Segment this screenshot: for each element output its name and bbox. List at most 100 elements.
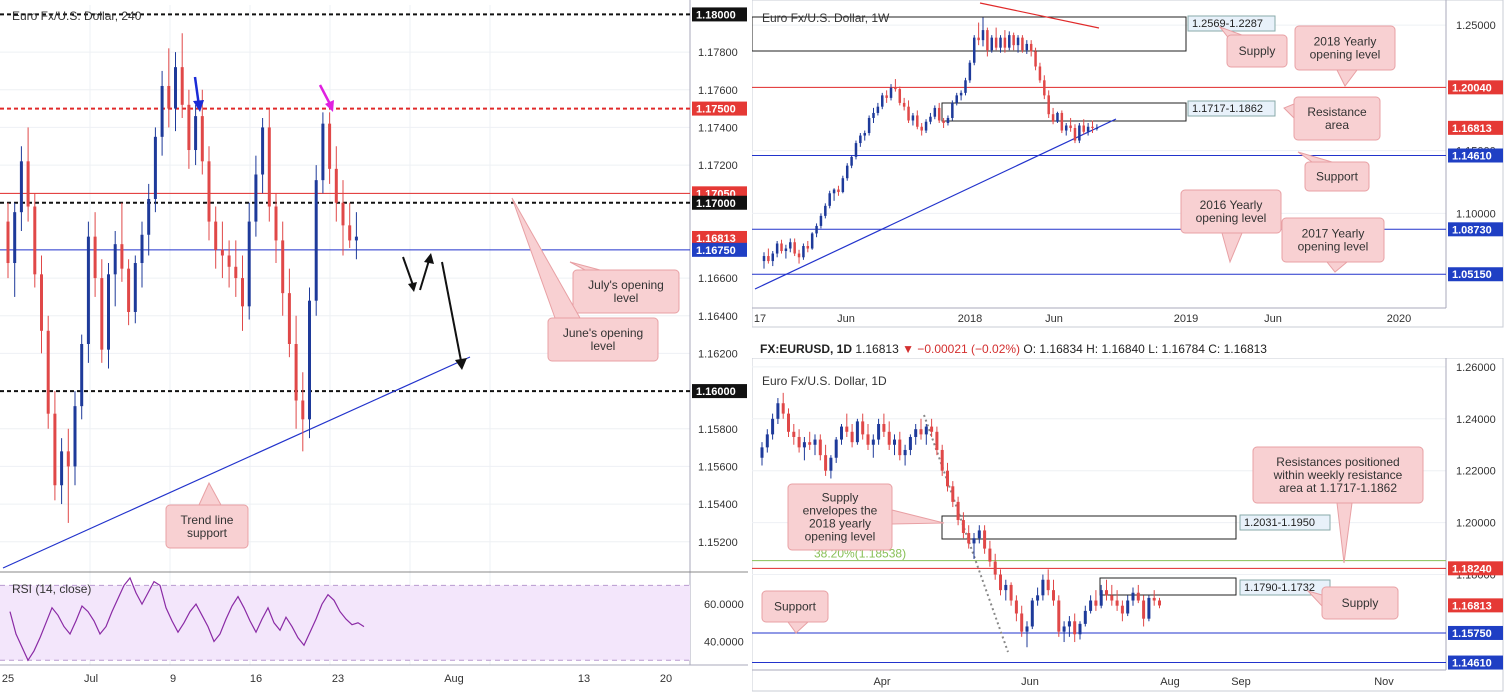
candle-body [1120, 605, 1124, 614]
candle-body [26, 161, 30, 207]
price-tag [1448, 561, 1503, 576]
candle-body [877, 424, 881, 440]
y-tick-label: 1.16200 [698, 348, 738, 360]
candle-body [207, 161, 211, 222]
x-tick-label: Apr [873, 676, 890, 688]
rsi-tick-label: 40.0000 [704, 637, 744, 649]
candle-body [80, 344, 84, 407]
candle-body [887, 431, 891, 445]
candle-body [241, 278, 244, 307]
arrow-head [424, 253, 434, 264]
candle-body [19, 161, 23, 213]
daily-supply-callout-box [1321, 586, 1399, 620]
yearly-2018-callout-text: opening level [1310, 48, 1381, 62]
candle-body [863, 133, 866, 136]
yearly-2018-callout-box [1294, 25, 1396, 71]
price-tag [692, 195, 747, 210]
y-tick-label: 1.15800 [698, 424, 738, 436]
candle-body [914, 429, 918, 437]
resistance-area-callout-text: area [1325, 118, 1349, 132]
y-tick-label: 1.15200 [698, 537, 738, 549]
candle-body [287, 293, 291, 344]
candle-body [354, 236, 358, 241]
candle-body [924, 121, 928, 131]
candle-body [167, 85, 171, 109]
zone-label: 1.1790-1.1732 [1244, 582, 1315, 594]
x-tick-label: Jun [1264, 313, 1282, 325]
july-opening-callout-text: July's opening [588, 278, 664, 292]
daily-supply-zone-lower [1099, 577, 1237, 596]
trend-line [2, 356, 471, 569]
projection-arrow [402, 256, 415, 289]
july-opening-callout-text: level [614, 291, 639, 305]
candle-body [1073, 128, 1077, 141]
candle-body [893, 439, 896, 445]
candle-body [767, 256, 770, 262]
candle-body [220, 249, 224, 256]
candle-body [1082, 125, 1085, 132]
candle-body [898, 89, 902, 103]
candle-body [787, 413, 790, 432]
candle-body [850, 431, 854, 443]
candle-body [1083, 610, 1087, 624]
zone-label-box [1187, 100, 1276, 117]
price-tag-text: 1.16813 [696, 233, 736, 245]
daily-support-callout-box [761, 590, 829, 623]
candle-body [1152, 597, 1156, 601]
price-tag-text: 1.08730 [1452, 224, 1492, 236]
candle-body [828, 193, 831, 206]
candle-body [854, 143, 858, 157]
candle-body [1115, 600, 1119, 606]
x-tick-label: 2018 [958, 313, 982, 325]
zone-label: 1.2569-1.2287 [1192, 18, 1263, 30]
yearly-2016-callout-text: 2016 Yearly [1200, 198, 1263, 212]
candle-body [294, 344, 298, 401]
candle-body [73, 406, 77, 467]
arrow-head [455, 358, 467, 370]
daily-resistances-callout-box [1252, 446, 1424, 504]
candle-body [301, 400, 305, 420]
candle-body [840, 426, 843, 440]
daily-last-price: 1.16813 [855, 342, 899, 356]
yearly-2016-callout-box [1180, 189, 1282, 234]
supply-callout-box [1226, 34, 1288, 68]
candle-body [929, 116, 932, 122]
candle-body [1078, 623, 1082, 635]
candle-body [972, 538, 976, 544]
candle-body [328, 123, 332, 169]
candle-body [1126, 600, 1130, 614]
candle-body [120, 244, 124, 269]
candle-body [1038, 66, 1042, 81]
daily-resistances-callout-text: area at 1.1717-1.1862 [1279, 481, 1397, 495]
candle-body [174, 67, 177, 109]
candle-body [1057, 600, 1061, 632]
price-tag [1448, 148, 1503, 163]
candle-body [1056, 112, 1059, 122]
daily-support-callout-text: Support [774, 600, 817, 614]
price-tag-text: 1.16000 [696, 386, 736, 398]
candle-body [845, 165, 849, 179]
daily-supply-envelope-callout-text: 2018 yearly [809, 517, 871, 531]
x-tick-label: Jun [837, 313, 855, 325]
candle-body [1095, 127, 1099, 129]
y-tick-label: 1.22000 [1456, 466, 1496, 478]
candle-body [850, 156, 853, 166]
candle-body [829, 457, 833, 471]
candle-body [321, 123, 325, 181]
candle-body [33, 206, 37, 275]
daily-supply-envelope-callout-text: envelopes the [803, 504, 878, 518]
rsi-line [9, 576, 365, 662]
candle-body [956, 501, 960, 521]
candle-body [254, 174, 258, 222]
price-tag-text: 1.15750 [1452, 628, 1492, 640]
candle-body [792, 431, 796, 437]
y-tick-label: 1.16600 [698, 273, 738, 285]
candle-body [1014, 600, 1018, 614]
daily-open: O: 1.16834 [1023, 342, 1083, 356]
price-tag-text: 1.18240 [1452, 563, 1492, 575]
candle-body [933, 107, 937, 117]
zone-label: 1.2031-1.1950 [1244, 517, 1315, 529]
candle-body [977, 530, 981, 539]
candle-body [1041, 579, 1045, 596]
candle-body [1073, 621, 1077, 635]
